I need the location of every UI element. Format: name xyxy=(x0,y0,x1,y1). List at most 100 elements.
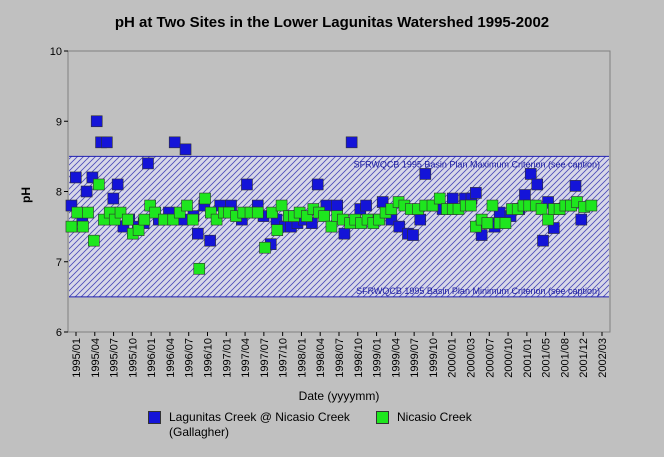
x-tick-label: 1999/07 xyxy=(409,338,421,378)
data-point-lagunitas xyxy=(179,143,192,156)
y-tick-label: 8 xyxy=(56,187,62,199)
x-tick-label: 1996/07 xyxy=(184,338,196,378)
data-point-lagunitas xyxy=(470,187,482,199)
x-tick-label: 1997/07 xyxy=(259,338,271,378)
data-point-lagunitas xyxy=(107,192,120,205)
data-point-nicasio xyxy=(210,213,223,226)
legend-swatch-lagunitas xyxy=(148,411,161,424)
data-point-nicasio xyxy=(193,262,206,275)
data-point-nicasio xyxy=(535,203,548,215)
x-tick-label: 1999/10 xyxy=(428,338,440,378)
x-tick-label: 1999/04 xyxy=(390,338,402,378)
y-axis-label: pH xyxy=(19,187,33,203)
data-point-nicasio xyxy=(149,206,162,219)
x-tick-label: 2000/07 xyxy=(484,338,496,378)
legend: Lagunitas Creek @ Nicasio Creek (Gallagh… xyxy=(148,410,608,450)
x-tick-label: 1996/04 xyxy=(165,338,177,378)
data-point-nicasio xyxy=(259,241,271,254)
x-tick-label: 2000/03 xyxy=(466,338,478,378)
data-point-lagunitas xyxy=(419,168,432,180)
data-point-nicasio xyxy=(426,199,439,212)
data-point-lagunitas xyxy=(407,229,419,241)
data-point-nicasio xyxy=(121,213,134,226)
y-tick-label: 10 xyxy=(50,46,62,58)
x-tick-label: 1998/07 xyxy=(334,338,346,378)
chart-title: pH at Two Sites in the Lower Lagunitas W… xyxy=(114,14,550,31)
data-point-nicasio xyxy=(199,192,211,205)
x-tick-label: 1995/04 xyxy=(90,338,102,378)
data-point-lagunitas xyxy=(393,220,406,233)
data-point-lagunitas xyxy=(204,234,216,247)
data-point-lagunitas xyxy=(90,115,103,128)
x-tick-label: 1995/10 xyxy=(127,338,139,378)
data-point-nicasio xyxy=(464,199,477,212)
criterion-label: SFRWQCB 1995 Basin Plan Minimum Criterio… xyxy=(356,286,600,296)
data-point-lagunitas xyxy=(338,227,351,240)
data-point-nicasio xyxy=(373,213,385,226)
x-tick-label: 1996/01 xyxy=(146,338,158,378)
data-point-nicasio xyxy=(88,234,100,247)
x-axis-label: Date (yyyymm) xyxy=(299,389,380,403)
data-point-nicasio xyxy=(275,199,288,212)
data-point-lagunitas xyxy=(142,157,154,170)
data-point-nicasio xyxy=(271,224,284,236)
x-tick-label: 1998/10 xyxy=(353,338,365,378)
x-tick-label: 2000/10 xyxy=(503,338,515,378)
data-point-nicasio xyxy=(486,199,499,212)
data-point-lagunitas xyxy=(69,171,82,184)
x-tick-label: 1998/01 xyxy=(296,338,308,378)
legend-swatch-nicasio xyxy=(376,411,389,424)
y-tick-label: 6 xyxy=(56,327,62,339)
data-point-lagunitas xyxy=(241,178,253,191)
data-point-lagunitas xyxy=(168,136,181,149)
data-point-nicasio xyxy=(585,199,598,212)
data-point-nicasio xyxy=(385,203,398,215)
y-tick-label: 9 xyxy=(56,116,62,128)
x-tick-label: 2000/01 xyxy=(447,338,459,378)
data-point-nicasio xyxy=(325,220,338,233)
data-point-nicasio xyxy=(318,210,330,222)
criterion-band xyxy=(69,156,609,297)
data-point-nicasio xyxy=(499,217,512,229)
data-point-lagunitas xyxy=(414,213,427,226)
x-tick-label: 1997/01 xyxy=(221,338,233,378)
y-tick-label: 7 xyxy=(56,257,62,269)
legend-label-lagunitas: Lagunitas Creek @ Nicasio Creek (Gallagh… xyxy=(169,410,350,439)
x-tick-label: 1995/07 xyxy=(109,338,121,378)
x-tick-label: 1997/04 xyxy=(240,338,252,378)
data-point-nicasio xyxy=(186,213,199,226)
data-point-nicasio xyxy=(82,206,94,219)
data-point-nicasio xyxy=(132,224,145,236)
data-point-lagunitas xyxy=(331,199,343,212)
data-point-nicasio xyxy=(71,206,84,219)
data-point-lagunitas xyxy=(575,213,588,226)
data-point-lagunitas xyxy=(80,185,93,198)
data-point-lagunitas xyxy=(524,168,537,180)
x-tick-label: 2001/08 xyxy=(559,338,571,378)
x-tick-label: 2002/03 xyxy=(597,338,609,378)
x-tick-label: 2001/12 xyxy=(578,338,590,378)
data-point-nicasio xyxy=(266,206,279,219)
data-point-lagunitas xyxy=(537,234,549,247)
criterion-label: SFRWQCB 1995 Basin Plan Maximum Criterio… xyxy=(354,159,600,169)
data-point-nicasio xyxy=(138,213,151,226)
data-point-lagunitas xyxy=(101,136,113,149)
data-point-nicasio xyxy=(542,213,554,226)
data-point-nicasio xyxy=(93,178,105,191)
x-tick-label: 1996/10 xyxy=(203,338,215,378)
data-point-nicasio xyxy=(114,206,127,219)
data-point-nicasio xyxy=(251,206,264,219)
data-point-lagunitas xyxy=(111,178,124,191)
data-point-lagunitas xyxy=(569,180,582,192)
x-tick-label: 1995/01 xyxy=(71,338,83,378)
x-tick-label: 2001/05 xyxy=(541,338,553,378)
data-point-lagunitas xyxy=(192,227,204,240)
data-point-lagunitas xyxy=(86,171,99,184)
data-point-nicasio xyxy=(181,199,193,212)
legend-item-nicasio: Nicasio Creek xyxy=(376,410,472,425)
data-point-nicasio xyxy=(173,206,186,219)
legend-label-nicasio: Nicasio Creek xyxy=(397,410,472,424)
data-point-lagunitas xyxy=(519,189,531,201)
data-point-nicasio xyxy=(301,210,313,222)
